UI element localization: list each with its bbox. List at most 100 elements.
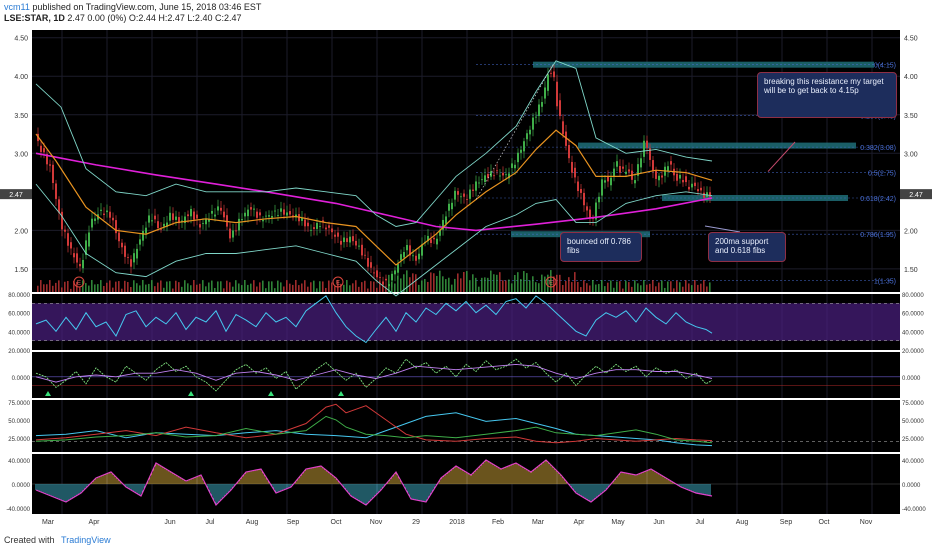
candle-body <box>328 225 330 228</box>
candle-body <box>46 154 48 165</box>
time-axis-tick: Apr <box>574 519 586 526</box>
candle-body <box>283 209 285 215</box>
time-axis-tick: Oct <box>331 519 342 526</box>
candle-body <box>433 237 435 240</box>
chart-canvas[interactable]: 1.50 1.50 2.00 2.00 3.00 3.00 3.50 3.50 4.00 4.00… <box>0 24 932 548</box>
volume-bar <box>178 282 180 292</box>
candle-body <box>661 175 663 178</box>
pane-3-right-axis <box>900 400 932 452</box>
dmi-axis-tick-right: 75.0000 <box>902 401 924 407</box>
dmi-axis-tick-right: 50.0000 <box>902 419 924 425</box>
volume-bar <box>637 283 639 292</box>
volume-bar <box>655 286 657 292</box>
candle-body <box>478 182 480 184</box>
volume-bar <box>331 282 333 292</box>
volume-bar <box>205 286 207 292</box>
volume-bar <box>469 280 471 292</box>
volume-bar <box>244 280 246 292</box>
volume-bar <box>175 280 177 292</box>
volume-bar <box>265 288 267 292</box>
volume-bar <box>529 280 531 292</box>
volume-bar <box>346 280 348 292</box>
volume-bar <box>457 273 459 292</box>
price-axis-tick-right: 4.00 <box>904 74 918 81</box>
volume-bar <box>316 288 318 292</box>
volume-bar <box>139 285 141 292</box>
volume-bar <box>142 280 144 292</box>
note-786-bounce: bounced off 0.786 fibs <box>560 232 642 262</box>
candle-body <box>184 216 186 224</box>
author-link[interactable]: vcm11 <box>4 2 30 12</box>
hist-axis-tick-right: 40.0000 <box>902 459 924 465</box>
volume-bar <box>604 286 606 292</box>
volume-bar <box>100 280 102 292</box>
candle-body <box>421 244 423 256</box>
candle-body <box>583 192 585 206</box>
note-pointer-200ma <box>704 225 741 233</box>
candle-body <box>217 206 219 211</box>
dmi-axis-tick-left: 75.0000 <box>8 401 30 407</box>
candle-body <box>229 228 231 239</box>
time-axis-tick: Aug <box>246 519 259 526</box>
candle-body <box>43 148 45 153</box>
volume-bar <box>550 270 552 292</box>
candle-body <box>496 170 498 172</box>
candle-body <box>604 180 606 183</box>
candle-body <box>634 180 636 184</box>
volume-bar <box>136 283 138 292</box>
volume-bar <box>64 281 66 292</box>
volume-bar <box>67 280 69 292</box>
candle-body <box>214 214 216 217</box>
volume-bar <box>358 286 360 292</box>
sr-zone <box>662 194 848 201</box>
volume-bar <box>511 283 513 292</box>
candle-body <box>241 219 243 221</box>
candle-body <box>406 244 408 251</box>
volume-bar <box>685 280 687 292</box>
candle-body <box>430 239 432 244</box>
volume-bar <box>43 284 45 292</box>
candle-body <box>136 248 138 259</box>
volume-bar <box>709 282 711 292</box>
volume-bar <box>601 280 603 292</box>
volume-bar <box>250 283 252 292</box>
symbol-header: LSE:STAR, 1D 2.47 0.00 (0%) O:2.44 H:2.4… <box>4 13 241 23</box>
volume-bar <box>409 277 411 292</box>
candle-body <box>418 253 420 260</box>
volume-bar <box>589 285 591 292</box>
candle-body <box>265 215 267 217</box>
osc-axis-tick-right: 0.0000 <box>902 376 921 382</box>
volume-bar <box>157 282 159 292</box>
volume-bar <box>691 285 693 292</box>
volume-bar <box>199 283 201 292</box>
candle-body <box>130 259 132 267</box>
pane-2-background <box>32 352 900 398</box>
volume-bar <box>433 273 435 292</box>
volume-bar <box>418 284 420 292</box>
volume-bar <box>661 280 663 292</box>
rsi-axis-tick-right: 60.0000 <box>902 312 924 318</box>
candle-body <box>703 192 705 198</box>
candle-body <box>622 166 624 169</box>
volume-bar <box>190 285 192 292</box>
volume-bar <box>55 282 57 292</box>
tradingview-logo[interactable]: TradingView <box>61 535 111 545</box>
candle-body <box>577 181 579 192</box>
volume-bar <box>334 286 336 292</box>
volume-bar <box>109 280 111 292</box>
candle-body <box>172 213 174 220</box>
volume-bar <box>421 280 423 292</box>
dmi-axis-tick-left: 25.0000 <box>8 437 30 443</box>
candle-body <box>346 238 348 242</box>
candle-body <box>340 240 342 245</box>
price-axis-tick-left: 2.00 <box>14 228 28 235</box>
volume-bar <box>448 277 450 292</box>
volume-bar <box>535 282 537 292</box>
volume-bar <box>127 282 129 292</box>
volume-bar <box>577 281 579 292</box>
pane-3-background <box>32 400 900 452</box>
time-axis-tick: 29 <box>412 519 420 526</box>
time-axis-tick: Nov <box>370 519 383 526</box>
volume-bar <box>202 280 204 292</box>
volume-bar <box>166 281 168 292</box>
